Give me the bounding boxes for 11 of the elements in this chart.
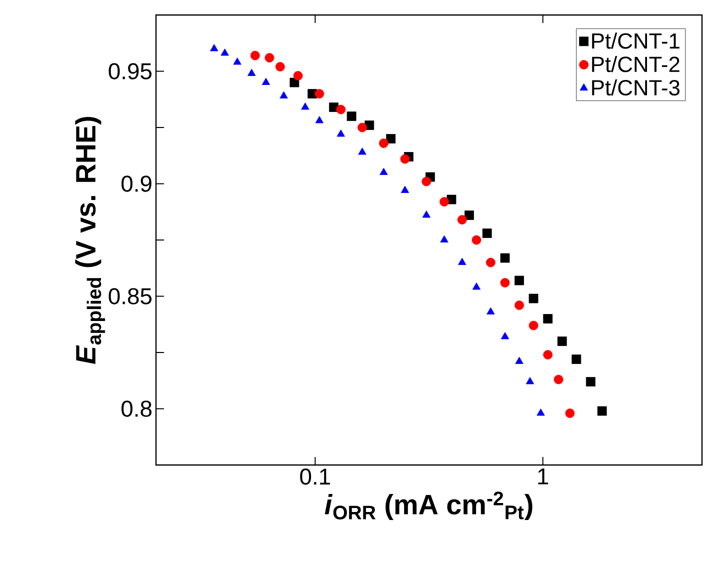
legend-label: Pt/CNT-2 bbox=[592, 56, 680, 72]
x-tick-label: 1 bbox=[538, 468, 548, 484]
legend-label: Pt/CNT-3 bbox=[592, 79, 680, 96]
x-tick-label: 0.1 bbox=[300, 468, 330, 485]
y-tick-label: 0.95 bbox=[108, 63, 152, 80]
y-tick-label: 0.85 bbox=[108, 288, 152, 304]
y-axis-title: E$_{applied}$ (V vs. RHE) bbox=[75, 116, 106, 364]
legend-label: Pt/CNT-1 bbox=[592, 32, 680, 49]
y-tick-label: 0.9 bbox=[122, 176, 152, 192]
y-tick-label: 0.8 bbox=[122, 400, 152, 417]
x-axis-title: i$_{ORR}$ (mA cm$^{-2}$$_{Pt}$) bbox=[324, 492, 532, 520]
